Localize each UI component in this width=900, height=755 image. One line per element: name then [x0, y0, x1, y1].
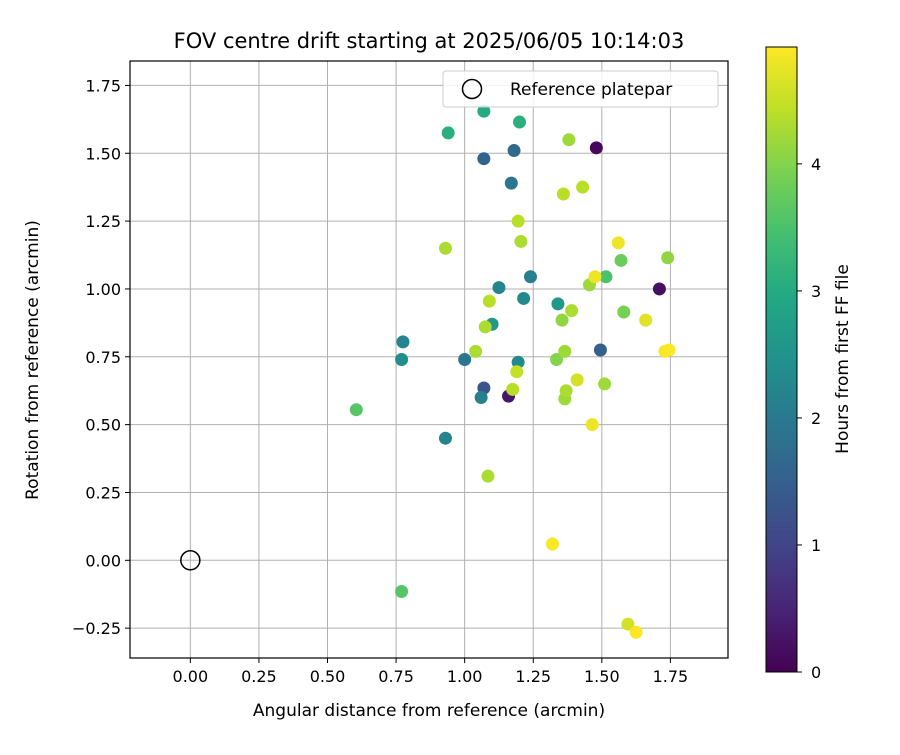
scatter-point: [506, 382, 520, 396]
scatter-point: [438, 241, 452, 255]
scatter-point: [477, 152, 491, 166]
y-tick-label: −0.25: [72, 619, 121, 638]
colorbar-tick-label: 1: [811, 536, 821, 555]
scatter-point: [621, 617, 635, 631]
scatter-point: [551, 297, 565, 311]
x-tick-label: 1.50: [584, 667, 620, 686]
legend: Reference platepar: [442, 70, 719, 108]
y-tick-label: 1.50: [85, 144, 121, 163]
scatter-point: [562, 133, 576, 147]
scatter-point: [469, 344, 483, 358]
scatter-point: [478, 320, 492, 334]
scatter-point: [599, 270, 613, 284]
scatter-point: [492, 281, 506, 295]
scatter-point: [507, 144, 521, 158]
scatter-point: [652, 282, 666, 296]
scatter-point: [555, 313, 569, 327]
colorbar: 0 1 2 3 4 Hours from first FF file: [765, 46, 853, 682]
y-tick-label: 0.00: [85, 551, 121, 570]
scatter-point: [556, 187, 570, 201]
scatter-point: [349, 403, 363, 417]
scatter-point: [598, 377, 612, 391]
scatter-point: [511, 355, 525, 369]
scatter-point: [513, 115, 527, 129]
scatter-point: [517, 291, 531, 305]
scatter-point: [614, 253, 628, 267]
scatter-point: [477, 104, 491, 118]
scatter-point: [438, 431, 452, 445]
scatter-point: [514, 234, 528, 248]
scatter-point: [511, 214, 525, 228]
colorbar-tick-label: 4: [811, 155, 821, 174]
chart-title: FOV centre drift starting at 2025/06/05 …: [174, 29, 685, 53]
x-tick-label: 0.50: [310, 667, 346, 686]
legend-box: [442, 70, 719, 108]
y-axis-ticks: −0.25 0.00 0.25 0.50 0.75 1.00 1.25 1.50 1.75: [72, 76, 130, 638]
y-tick-label: 1.25: [85, 212, 121, 231]
y-tick-label: 0.75: [85, 348, 121, 367]
scatter-point: [395, 353, 409, 366]
x-axis-label: Angular distance from reference (arcmin): [253, 701, 605, 721]
scatter-point: [523, 270, 537, 284]
scatter-point: [545, 537, 559, 551]
colorbar-tick-label: 0: [811, 663, 821, 682]
scatter-point: [617, 305, 631, 319]
colorbar-tick-label: 3: [811, 282, 821, 301]
scatter-point: [611, 236, 625, 250]
scatter-point: [510, 365, 524, 379]
scatter-point: [570, 373, 584, 387]
scatter-point: [395, 585, 409, 599]
scatter-point: [396, 335, 410, 349]
scatter-point: [482, 294, 496, 308]
scatter-point: [458, 353, 472, 366]
y-tick-label: 0.25: [85, 483, 121, 502]
scatter-point: [662, 343, 676, 357]
y-tick-label: 1.00: [85, 280, 121, 299]
colorbar-gradient: [765, 46, 798, 673]
scatter-point: [558, 344, 572, 358]
scatter-point: [565, 304, 579, 318]
scatter-point: [639, 313, 653, 327]
x-tick-label: 1.75: [653, 667, 689, 686]
scatter-point: [661, 251, 675, 265]
scatter-point: [589, 141, 603, 155]
scatter-point: [629, 625, 643, 639]
x-tick-label: 0.00: [173, 667, 209, 686]
legend-marker-circle: [461, 78, 483, 100]
y-tick-label: 0.50: [85, 416, 121, 435]
scatter-point: [481, 469, 495, 483]
scatter-point: [550, 353, 564, 366]
colorbar-tick-label: 2: [811, 409, 821, 428]
x-tick-label: 0.25: [241, 667, 277, 686]
x-tick-label: 0.75: [378, 667, 414, 686]
scatter-point: [441, 126, 455, 140]
legend-entry-reference: Reference platepar: [510, 80, 672, 100]
scatter-point: [504, 176, 518, 190]
colorbar-ticks: 0 1 2 3 4: [797, 155, 821, 682]
scatter-point: [576, 180, 590, 194]
reference-layer: [180, 550, 201, 571]
reference-platepar-marker: [180, 550, 201, 571]
y-tick-label: 1.75: [85, 76, 121, 95]
x-axis-ticks: 0.00 0.25 0.50 0.75 1.00 1.25 1.50 1.75: [173, 658, 689, 686]
scatter-point: [588, 270, 602, 284]
scatter-point: [559, 384, 573, 398]
colorbar-label: Hours from first FF file: [833, 264, 853, 454]
grid-lines: [130, 61, 728, 658]
scatter-point: [585, 418, 599, 432]
scatter-point: [593, 343, 607, 357]
scatter-point: [474, 390, 488, 404]
plot-area-frame: [129, 60, 729, 659]
data-points: [349, 104, 676, 639]
x-tick-label: 1.25: [515, 667, 551, 686]
y-axis-label: Rotation from reference (arcmin): [23, 220, 43, 500]
x-tick-label: 1.00: [447, 667, 483, 686]
